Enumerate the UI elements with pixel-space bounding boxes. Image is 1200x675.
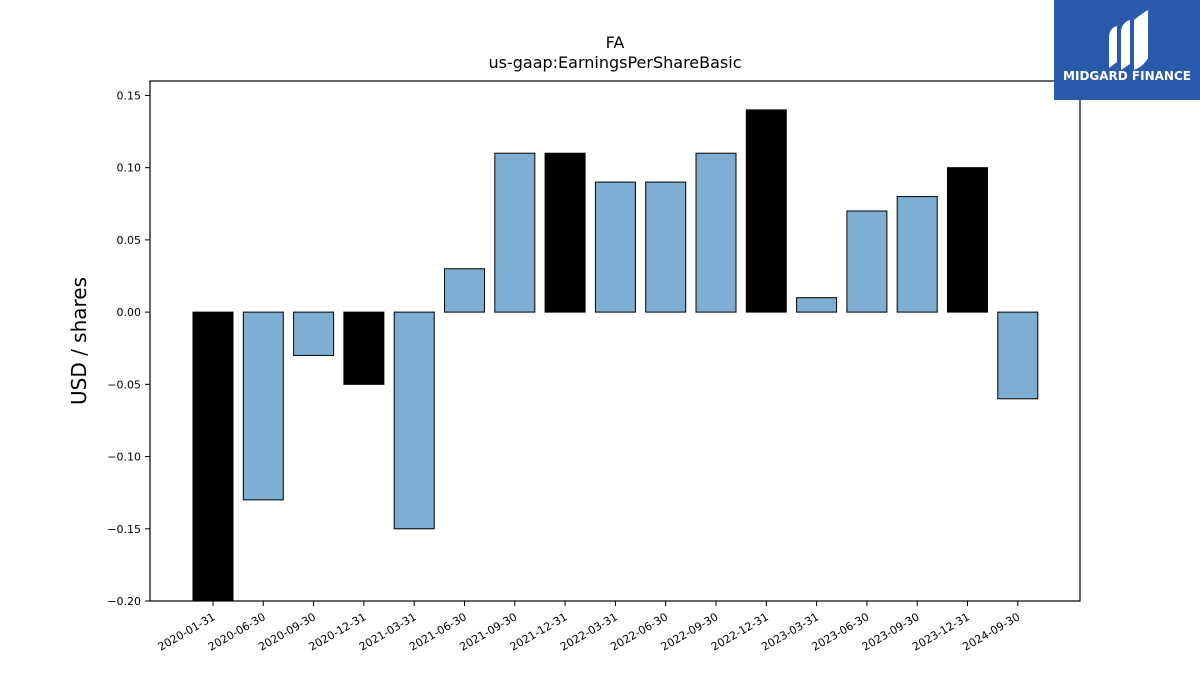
chart-title: FA (606, 33, 625, 52)
bar-2021-09-30 (494, 152, 536, 313)
y-tick-label: −0.20 (107, 595, 141, 608)
logo: MIDGARD FINANCE (1054, 0, 1200, 100)
logo-emblem-icon (1109, 10, 1148, 70)
bar-2023-12-31 (947, 167, 988, 313)
bar-2023-06-30 (846, 210, 888, 313)
x-axis-ticks: 2020-01-312020-06-302020-09-302020-12-31… (156, 601, 1022, 654)
plot-frame (149, 80, 1081, 602)
y-tick-label: −0.15 (107, 523, 141, 536)
y-tick-label: 0.15 (117, 89, 142, 102)
chart-subtitle: us-gaap:EarningsPerShareBasic (488, 53, 741, 72)
bars (192, 109, 1039, 602)
bar-2020-01-31 (192, 311, 234, 602)
y-tick-label: 0.05 (117, 234, 142, 247)
y-axis-ticks: 0.15 0.10 0.05 0.00 −0.05 −0.10 −0.15 −0.20 (107, 89, 150, 608)
bar-2021-06-30 (444, 268, 485, 313)
logo-mark: MIDGARD FINANCE (1054, 0, 1200, 100)
bar-2020-12-31 (343, 311, 385, 385)
logo-text: MIDGARD FINANCE (1063, 69, 1191, 83)
bar-2020-09-30 (293, 311, 335, 356)
y-tick-label: −0.10 (107, 451, 141, 464)
bar-2022-09-30 (695, 152, 737, 313)
y-tick-label: 0.10 (117, 162, 142, 175)
y-tick-label: 0.00 (117, 306, 142, 319)
bar-2022-12-31 (745, 109, 787, 313)
bar-2022-03-31 (594, 181, 636, 313)
y-axis-label: USD / shares (67, 277, 91, 405)
bar-2024-09-30 (997, 311, 1039, 400)
bar-2023-03-31 (796, 297, 838, 313)
bar-2021-12-31 (544, 152, 586, 313)
y-tick-label: −0.05 (107, 378, 141, 391)
bar-2023-09-30 (896, 196, 938, 313)
x-tick-label: 2024-09-30 (960, 610, 1022, 653)
bar-2022-06-30 (645, 181, 687, 313)
bar-2020-06-30 (242, 311, 284, 501)
bar-2021-03-31 (393, 311, 435, 530)
